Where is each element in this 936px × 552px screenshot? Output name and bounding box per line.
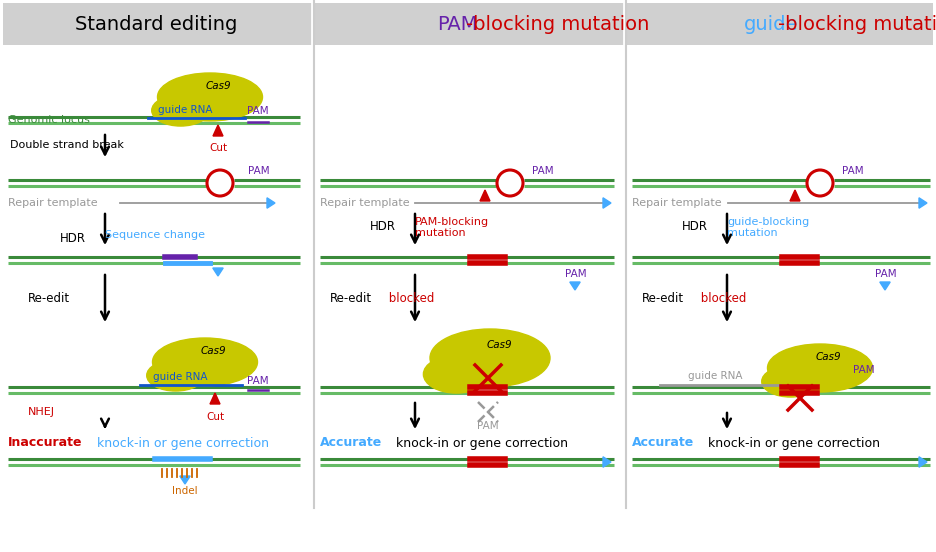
Text: Cut: Cut <box>206 412 224 422</box>
Text: Cas9: Cas9 <box>200 347 227 357</box>
Text: PAM: PAM <box>853 365 874 375</box>
Text: blocked: blocked <box>385 291 434 305</box>
Text: mutation: mutation <box>727 228 778 238</box>
Text: mutation: mutation <box>415 228 465 238</box>
Text: Accurate: Accurate <box>632 437 695 449</box>
Polygon shape <box>570 282 580 290</box>
Text: PAM: PAM <box>532 166 553 176</box>
Text: PAM: PAM <box>477 421 499 431</box>
Text: HDR: HDR <box>682 220 708 233</box>
Text: blocked: blocked <box>697 291 746 305</box>
Text: guide RNA: guide RNA <box>688 371 742 381</box>
Polygon shape <box>210 393 220 404</box>
Text: knock-in or gene correction: knock-in or gene correction <box>93 437 269 449</box>
Text: Double strand break: Double strand break <box>10 140 124 150</box>
Text: Indel: Indel <box>172 486 197 496</box>
Ellipse shape <box>147 360 204 391</box>
Ellipse shape <box>430 329 550 387</box>
Text: guide-blocking: guide-blocking <box>727 217 810 227</box>
Text: PAM: PAM <box>875 269 897 279</box>
Text: guide RNA: guide RNA <box>158 105 212 115</box>
Text: knock-in or gene correction: knock-in or gene correction <box>392 437 568 449</box>
Polygon shape <box>790 190 800 201</box>
FancyBboxPatch shape <box>3 3 933 45</box>
Text: Repair template: Repair template <box>632 198 722 208</box>
Polygon shape <box>919 457 927 467</box>
Polygon shape <box>880 282 890 290</box>
Text: HDR: HDR <box>370 220 396 233</box>
Text: Repair template: Repair template <box>320 198 410 208</box>
Polygon shape <box>603 198 611 208</box>
Ellipse shape <box>768 344 872 392</box>
Text: Cas9: Cas9 <box>815 352 841 363</box>
Polygon shape <box>480 190 490 201</box>
Text: Cas9: Cas9 <box>206 82 231 92</box>
Text: Inaccurate: Inaccurate <box>8 437 82 449</box>
Ellipse shape <box>762 366 820 397</box>
Text: Repair template: Repair template <box>8 198 97 208</box>
Text: PAM: PAM <box>437 14 477 34</box>
Polygon shape <box>919 198 927 208</box>
Text: knock-in or gene correction: knock-in or gene correction <box>704 437 880 449</box>
Text: PAM: PAM <box>842 166 864 176</box>
Ellipse shape <box>152 95 210 126</box>
Text: PAM: PAM <box>247 376 269 386</box>
Text: guide: guide <box>744 14 798 34</box>
Polygon shape <box>180 476 190 484</box>
Polygon shape <box>603 457 611 467</box>
Text: PAM-blocking: PAM-blocking <box>415 217 490 227</box>
Text: Re-edit: Re-edit <box>28 291 70 305</box>
Ellipse shape <box>153 338 257 386</box>
Polygon shape <box>267 198 275 208</box>
Text: Cut: Cut <box>209 143 227 153</box>
Text: Genomic locus: Genomic locus <box>8 115 90 125</box>
Ellipse shape <box>157 73 262 121</box>
Text: Re-edit: Re-edit <box>330 291 373 305</box>
Text: Re-edit: Re-edit <box>642 291 684 305</box>
Polygon shape <box>212 268 223 276</box>
Text: PAM: PAM <box>565 269 587 279</box>
Ellipse shape <box>423 355 490 393</box>
Text: guide RNA: guide RNA <box>153 372 207 382</box>
Text: -blocking mutation: -blocking mutation <box>466 14 650 34</box>
Polygon shape <box>213 125 223 136</box>
Text: PAM: PAM <box>247 106 269 116</box>
Text: Sequence change: Sequence change <box>105 230 205 240</box>
Text: Accurate: Accurate <box>320 437 382 449</box>
Text: PAM: PAM <box>248 166 270 176</box>
Text: -blocking mutation: -blocking mutation <box>778 14 936 34</box>
Text: Standard editing: Standard editing <box>75 14 237 34</box>
Text: HDR: HDR <box>60 231 86 245</box>
Text: NHEJ: NHEJ <box>28 407 55 417</box>
Text: Cas9: Cas9 <box>487 340 512 350</box>
